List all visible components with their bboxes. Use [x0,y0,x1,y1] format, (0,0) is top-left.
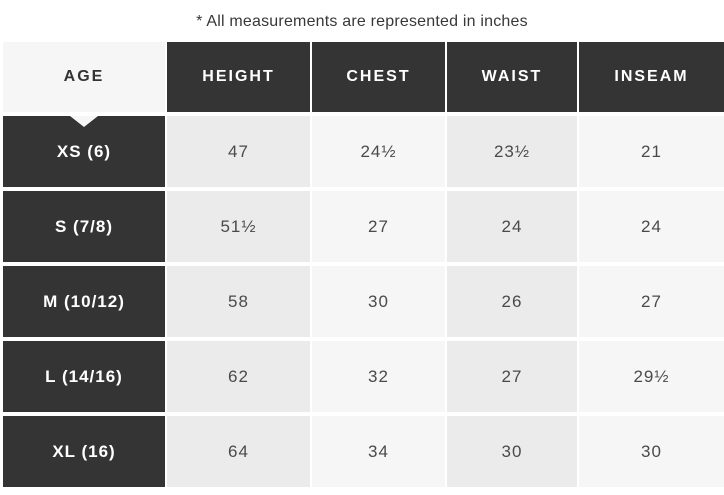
cell-xl-chest: 34 [312,416,445,487]
cell-s-waist: 24 [447,191,577,262]
cell-l-waist: 27 [447,341,577,412]
column-header-waist: WAIST [447,42,577,112]
size-chart: AGE HEIGHT CHEST WAIST INSEAM XS (6) 47 … [0,42,724,487]
cell-xl-inseam: 30 [579,416,724,487]
cell-xs-chest: 24½ [312,116,445,187]
cell-xs-inseam: 21 [579,116,724,187]
column-header-age: AGE [3,42,165,112]
age-tab-pointer-icon [70,116,98,127]
cell-xs-waist: 23½ [447,116,577,187]
measurements-note: * All measurements are represented in in… [196,13,528,30]
cell-s-inseam: 24 [579,191,724,262]
cell-xl-waist: 30 [447,416,577,487]
column-header-chest: CHEST [312,42,445,112]
cell-m-chest: 30 [312,266,445,337]
cell-m-inseam: 27 [579,266,724,337]
column-header-inseam: INSEAM [579,42,724,112]
row-header-s: S (7/8) [3,191,165,262]
row-header-xl: XL (16) [3,416,165,487]
column-header-height: HEIGHT [167,42,310,112]
cell-l-chest: 32 [312,341,445,412]
row-header-l: L (14/16) [3,341,165,412]
cell-xs-height: 47 [167,116,310,187]
cell-m-waist: 26 [447,266,577,337]
cell-l-inseam: 29½ [579,341,724,412]
size-chart-grid: AGE HEIGHT CHEST WAIST INSEAM XS (6) 47 … [0,42,724,487]
cell-s-chest: 27 [312,191,445,262]
cell-s-height: 51½ [167,191,310,262]
cell-l-height: 62 [167,341,310,412]
row-header-xs: XS (6) [3,116,165,187]
cell-m-height: 58 [167,266,310,337]
cell-xl-height: 64 [167,416,310,487]
row-header-m: M (10/12) [3,266,165,337]
